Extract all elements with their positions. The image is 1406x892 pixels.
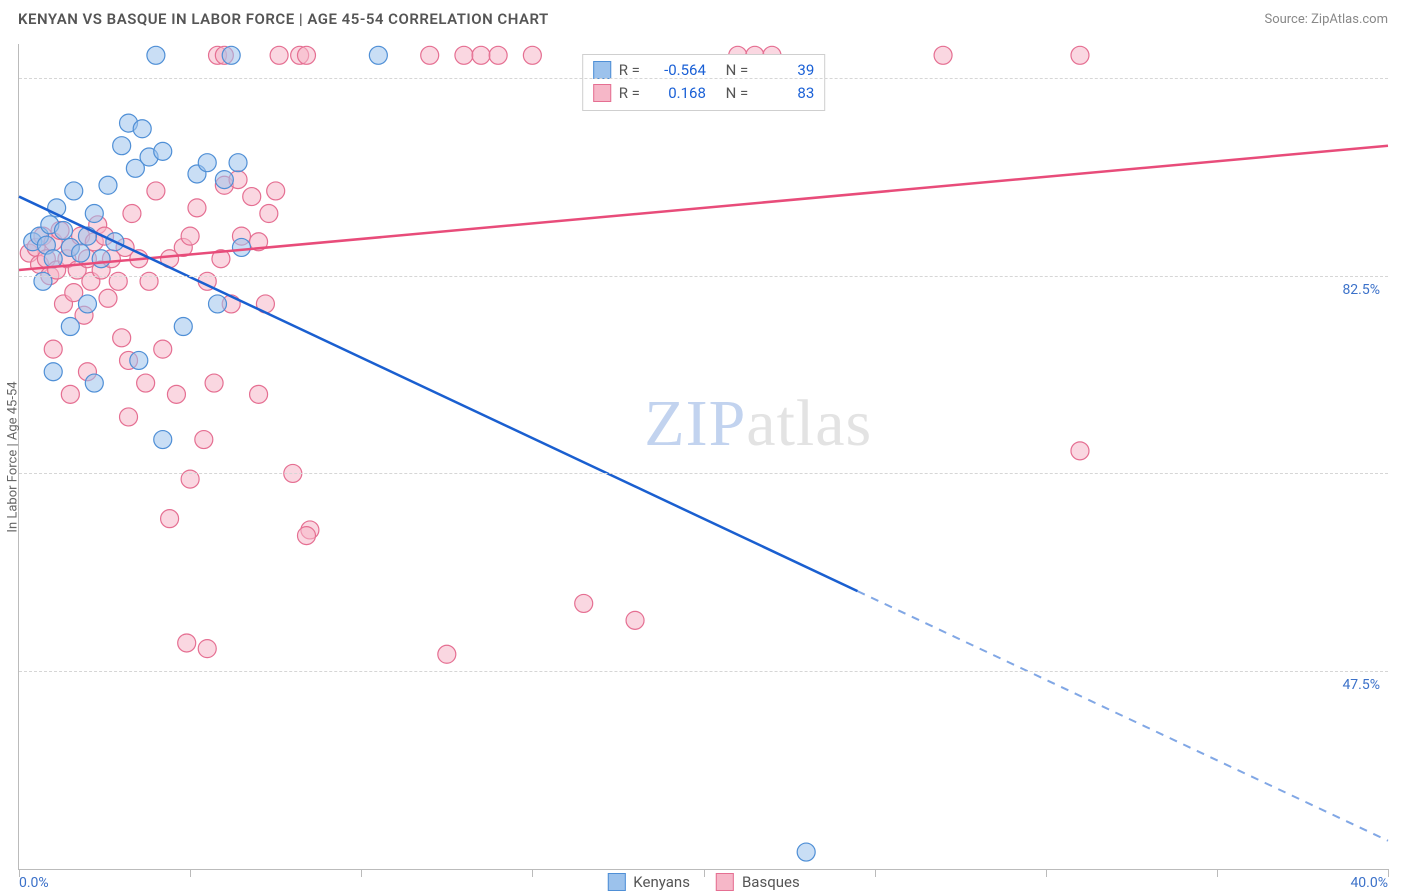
swatch-basques xyxy=(593,84,611,102)
legend-item-basques: Basques xyxy=(716,873,800,891)
source-label: Source: xyxy=(1264,12,1311,27)
y-tick-label: 82.5% xyxy=(1342,282,1380,298)
swatch-basques-icon xyxy=(716,873,734,891)
legend-item-kenyans: Kenyans xyxy=(607,873,690,891)
header: KENYAN VS BASQUE IN LABOR FORCE | AGE 45… xyxy=(0,0,1406,36)
legend-label-basques: Basques xyxy=(742,873,800,891)
source-link[interactable]: ZipAtlas.com xyxy=(1311,12,1388,27)
x-tick-label: 0.0% xyxy=(19,875,49,891)
x-tick-label: 40.0% xyxy=(1350,875,1388,891)
chart-title: KENYAN VS BASQUE IN LABOR FORCE | AGE 45… xyxy=(18,10,549,28)
chart-area: In Labor Force | Age 45-54 ZIPatlas R = … xyxy=(18,44,1388,870)
source-credit: Source: ZipAtlas.com xyxy=(1264,12,1388,27)
r-value-basques: 0.168 xyxy=(648,82,706,105)
n-value-basques: 83 xyxy=(756,82,814,105)
swatch-kenyans-icon xyxy=(607,873,625,891)
n-label: N = xyxy=(726,82,749,105)
r-label: R = xyxy=(619,82,640,105)
correlation-legend: R = -0.564 N = 39 R = 0.168 N = 83 xyxy=(582,54,826,111)
swatch-kenyans xyxy=(593,61,611,79)
plot-svg xyxy=(19,44,1388,869)
legend-label-kenyans: Kenyans xyxy=(633,873,690,891)
y-tick-label: 47.5% xyxy=(1342,677,1380,693)
legend-row-basques: R = 0.168 N = 83 xyxy=(593,82,815,105)
